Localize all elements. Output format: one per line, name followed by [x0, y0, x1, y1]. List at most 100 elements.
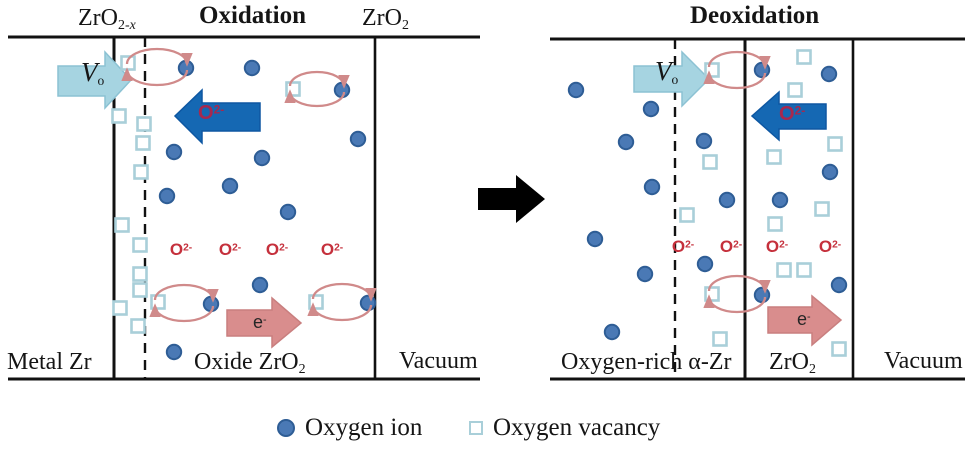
oxygen-ion-charge-label: O2- [719, 237, 743, 257]
vacuum-region-label-left: Vacuum [399, 348, 478, 374]
oxygen-vacancy-marker [136, 116, 152, 132]
marker-layer [111, 47, 848, 361]
oxygen-vacancy-marker [112, 300, 128, 316]
oxygen-vacancy-marker [132, 237, 148, 253]
oxygen-vacancy-marker [111, 108, 127, 124]
oxygen-ion-legend-marker [277, 419, 295, 437]
oxygen-ion-marker [771, 191, 789, 209]
oxygen-vacancy-marker [767, 216, 783, 232]
oxygen-ion-charge-label: O2- [818, 237, 842, 257]
vacuum-region-label-right: Vacuum [884, 348, 963, 374]
oxygen-vacancy-marker [133, 164, 149, 180]
oxygen-vacancy-marker [135, 135, 151, 151]
legend-item-oxygen-vacancy: Oxygen vacancy [469, 414, 660, 442]
zro2-region-label-right: ZrO2 [769, 349, 816, 377]
electron-flux-arrow-left [226, 296, 303, 349]
oxygen-flux-label-left: O2- [198, 102, 225, 124]
oxygen-rich-alpha-zr-region-label: Oxygen-rich α-Zr [561, 349, 732, 375]
legend-item-oxygen-ion: Oxygen ion [277, 414, 422, 442]
oxygen-ion-marker [603, 323, 621, 341]
oxygen-vacancy-marker [679, 207, 695, 223]
vacancy-flux-arrow-right [633, 50, 711, 108]
exchange-arrow-top-arc [153, 283, 219, 303]
exchange-arrow-bottom-arc [307, 302, 373, 322]
left-panel-title: Oxidation [199, 2, 306, 29]
electron-flux-arrow-right [767, 294, 843, 347]
oxygen-ion-marker [643, 178, 661, 196]
exchange-arrow-bottom-arc [703, 70, 767, 90]
legend-oxygen-vacancy-label: Oxygen vacancy [493, 414, 661, 441]
oxygen-vacancy-marker [114, 217, 130, 233]
oxygen-vacancy-marker [787, 82, 803, 98]
transform-arrow [478, 175, 545, 223]
oxygen-vacancy-marker [766, 149, 782, 165]
oxygen-ion-charge-label: O2- [765, 237, 789, 257]
oxygen-ion-marker [830, 276, 848, 294]
oxygen-ion-marker [333, 81, 351, 99]
oxygen-ion-charge-label: O2- [169, 240, 193, 260]
oxygen-ion-charge-label: O2- [218, 240, 242, 260]
oxygen-vacancy-marker [776, 262, 792, 278]
oxygen-ion-marker [359, 294, 377, 312]
exchange-arrow-bottom-arc [703, 294, 767, 314]
oxygen-ion-marker [753, 286, 771, 304]
oxygen-ion-marker [586, 230, 604, 248]
oxygen-ion-charge-label: O2- [265, 240, 289, 260]
oxygen-ion-marker [718, 191, 736, 209]
oxygen-ion-marker [753, 61, 771, 79]
oxygen-ion-marker [251, 276, 269, 294]
oxygen-flux-arrow-right [750, 90, 827, 142]
oxygen-ion-charge-label: O2- [671, 237, 695, 257]
oxygen-ion-marker [696, 255, 714, 273]
oxygen-vacancy-marker [796, 262, 812, 278]
oxygen-vacancy-marker [704, 62, 720, 78]
exchange-arrow-top-arc [311, 282, 377, 302]
oxygen-ion-marker [642, 100, 660, 118]
oxygen-ion-marker [567, 81, 585, 99]
oxygen-ion-marker [165, 143, 183, 161]
oxygen-vacancy-marker [796, 49, 812, 65]
oxygen-vacancy-marker [814, 201, 830, 217]
exchange-arrow-top-arc [707, 274, 771, 294]
oxygen-vacancy-marker [827, 136, 843, 152]
oxygen-ion-marker [349, 130, 367, 148]
electron-flux-label-right: e- [797, 309, 811, 329]
vacancy-flux-label-right: Vo [655, 56, 679, 87]
metal-zr-region-label: Metal Zr [7, 349, 92, 375]
exchange-arrow-top-arc [288, 70, 350, 89]
oxygen-ion-marker [253, 149, 271, 167]
oxygen-vacancy-marker [150, 294, 166, 310]
vacancy-flux-arrow-left [57, 50, 133, 110]
exchange-arrow-bottom-arc [284, 89, 346, 108]
legend-oxygen-ion-label: Oxygen ion [305, 414, 423, 441]
oxygen-ion-marker [695, 132, 713, 150]
electron-flux-label-left: e- [253, 312, 267, 332]
zro2x-layer-label: ZrO2-x [78, 5, 136, 33]
oxygen-flux-label-right: O2- [779, 103, 806, 125]
oxygen-ion-marker [820, 65, 838, 83]
oxygen-vacancy-marker [704, 286, 720, 302]
oxygen-ion-marker [617, 133, 635, 151]
oxygen-vacancy-marker [831, 341, 847, 357]
oxygen-ion-marker [221, 177, 239, 195]
oxygen-vacancy-legend-marker [469, 421, 483, 435]
oxygen-vacancy-marker [285, 81, 301, 97]
oxygen-ion-marker [243, 59, 261, 77]
exchange-arrow-top-arc [125, 47, 193, 67]
exchange-arrow-top-arc [707, 50, 771, 70]
oxygen-flux-arrow-left [173, 88, 261, 145]
vacancy-flux-label-left: Vo [81, 57, 105, 88]
oxygen-vacancy-marker [702, 154, 718, 170]
oxygen-ion-marker [636, 265, 654, 283]
oxygen-vacancy-marker [308, 294, 324, 310]
oxide-zro2-region-label: Oxide ZrO2 [194, 349, 306, 377]
exchange-arrow-bottom-arc [149, 303, 215, 323]
oxygen-vacancy-marker [132, 282, 148, 298]
oxygen-ion-marker [158, 187, 176, 205]
right-panel-title: Deoxidation [690, 2, 820, 29]
oxygen-ion-marker [165, 343, 183, 361]
oxygen-vacancy-marker [132, 266, 148, 282]
oxygen-vacancy-marker [130, 318, 146, 334]
